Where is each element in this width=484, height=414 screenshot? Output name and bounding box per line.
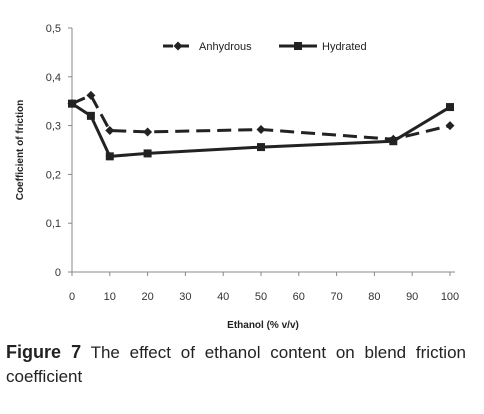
figure-label: Figure 7 <box>6 342 82 362</box>
x-tick-label: 0 <box>69 291 75 303</box>
chart-svg: 0 0,1 0,2 0,3 0,4 0,5 0 10 20 30 40 50 60 70 80 90 100 A… <box>15 23 459 331</box>
anhydrous-point <box>86 90 96 100</box>
hydrated-point <box>105 152 114 161</box>
legend-hydrated-label: Hydrated <box>322 41 367 53</box>
y-tick-label: 0,2 <box>46 169 61 181</box>
series-layer <box>67 90 455 161</box>
x-tick-label: 40 <box>217 291 229 303</box>
axes <box>71 28 455 273</box>
x-tick-label: 60 <box>293 291 305 303</box>
hydrated-point <box>389 137 398 146</box>
y-tick-label: 0,4 <box>46 72 61 84</box>
anhydrous-point <box>105 125 115 135</box>
x-tick-label: 10 <box>104 291 116 303</box>
chart: 0 0,1 0,2 0,3 0,4 0,5 0 10 20 30 40 50 60 70 80 90 100 A… <box>15 23 459 331</box>
hydrated-point <box>86 111 95 120</box>
y-tick-label: 0,1 <box>46 218 61 230</box>
x-tick-label: 30 <box>179 291 191 303</box>
x-tick-label: 50 <box>255 291 267 303</box>
hydrated-point <box>143 149 152 158</box>
x-tick-label: 80 <box>368 291 380 303</box>
anhydrous-point <box>445 121 455 131</box>
x-tick-label: 20 <box>141 291 153 303</box>
y-axis-title: Coefficient of friction <box>15 100 26 201</box>
y-tick-label: 0,5 <box>46 23 61 35</box>
x-tick-label: 70 <box>330 291 342 303</box>
y-tick-label: 0 <box>55 267 61 279</box>
hydrated-point <box>446 103 454 112</box>
x-tick-label: 100 <box>441 291 459 303</box>
ticks: 0 0,1 0,2 0,3 0,4 0,5 0 10 20 30 40 50 60 70 80 90 100 <box>46 23 459 303</box>
hydrated-series <box>68 99 454 161</box>
y-tick-label: 0,3 <box>46 121 61 133</box>
hydrated-point <box>68 99 76 108</box>
figure-caption-text: The effect of ethanol content on blend f… <box>6 343 466 386</box>
legend: Anhydrous Hydrated <box>163 41 367 53</box>
legend-anhydrous-label: Anhydrous <box>199 41 252 53</box>
x-tick-label: 90 <box>406 291 418 303</box>
legend-anhydrous-marker <box>173 41 183 51</box>
anhydrous-point <box>256 125 266 135</box>
x-axis-title: Ethanol (% v/v) <box>227 320 299 331</box>
figure-caption: Figure 7 The effect of ethanol content o… <box>6 340 466 389</box>
legend-hydrated-marker <box>294 42 302 50</box>
hydrated-point <box>257 143 265 152</box>
anhydrous-series <box>67 90 455 144</box>
anhydrous-point <box>143 127 153 137</box>
